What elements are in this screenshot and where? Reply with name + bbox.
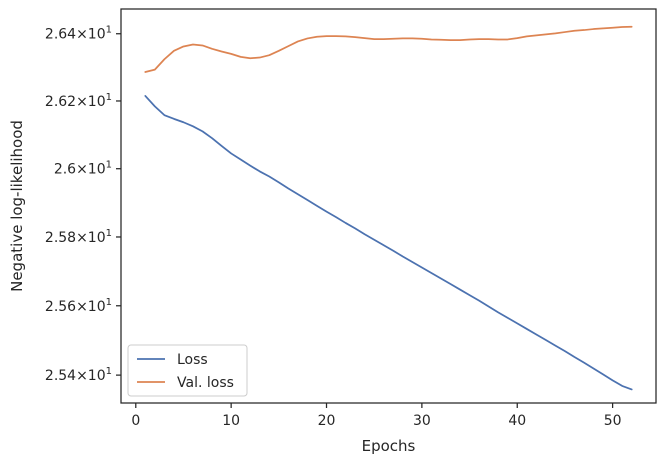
plot-area — [120, 8, 657, 404]
x-axis-label: Epochs — [362, 437, 416, 455]
x-axis-ticks: 0 10 20 30 40 50 — [131, 403, 622, 429]
y-tick-label: 2.54×101 — [45, 366, 112, 384]
y-tick-label: 2.64×101 — [45, 25, 112, 43]
x-tick-label: 30 — [413, 413, 431, 429]
series-line-val-loss — [144, 25, 633, 73]
x-tick-label: 0 — [131, 413, 140, 429]
series-line-loss — [144, 95, 633, 391]
x-tick-label: 20 — [318, 413, 336, 429]
y-tick-label: 2.58×101 — [45, 228, 112, 246]
y-tick-label: 2.6×101 — [54, 160, 112, 178]
y-axis-ticks: 2.54×101 2.56×101 2.58×101 2.6×101 2.62×101 2… — [45, 25, 121, 384]
legend-label-loss: Loss — [177, 352, 208, 368]
legend-label-val-loss: Val. loss — [177, 375, 234, 391]
x-tick-label: 40 — [508, 413, 526, 429]
legend-box — [127, 344, 248, 397]
x-tick-label: 10 — [222, 413, 240, 429]
legend: Loss Val. loss — [127, 344, 248, 397]
y-tick-label: 2.56×101 — [45, 297, 112, 315]
y-tick-label: 2.62×101 — [45, 92, 112, 110]
x-tick-label: 50 — [604, 413, 622, 429]
series-lines — [144, 25, 633, 391]
y-axis-label: Negative log-likelihood — [8, 120, 26, 292]
